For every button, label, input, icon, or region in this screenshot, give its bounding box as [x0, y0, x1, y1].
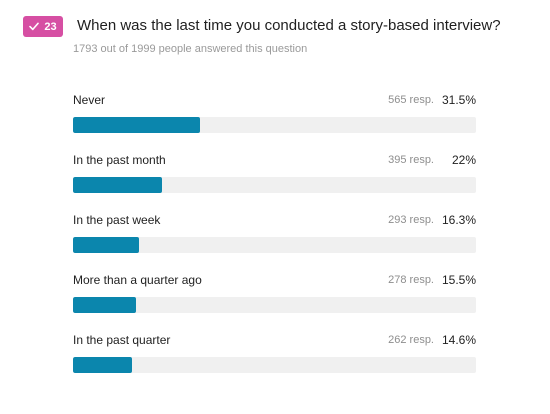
bar-fill: [73, 177, 162, 193]
response-count: 278 resp.: [388, 274, 434, 286]
checkmark-icon: [29, 22, 40, 31]
bar-fill: [73, 117, 200, 133]
question-number-badge: 23: [23, 16, 63, 37]
bar-track: [73, 357, 476, 373]
question-number: 23: [44, 20, 57, 33]
response-count: 262 resp.: [388, 334, 434, 346]
response-count: 395 resp.: [388, 154, 434, 166]
answer-label: In the past quarter: [73, 333, 171, 347]
bar-track: [73, 297, 476, 313]
answer-label: In the past week: [73, 213, 161, 227]
percent-label: 16.3%: [441, 213, 476, 227]
answer-row: Never 565 resp. 31.5%: [73, 93, 476, 153]
percent-label: 14.6%: [441, 333, 476, 347]
percent-label: 31.5%: [441, 93, 476, 107]
answer-label: More than a quarter ago: [73, 273, 202, 287]
answer-row: More than a quarter ago 278 resp. 15.5%: [73, 273, 476, 333]
answer-row: In the past week 293 resp. 16.3%: [73, 213, 476, 273]
bar-fill: [73, 237, 139, 253]
percent-label: 15.5%: [441, 273, 476, 287]
bar-track: [73, 117, 476, 133]
results-list: Never 565 resp. 31.5% In the past month 395 …: [73, 93, 476, 393]
answer-label: Never: [73, 93, 106, 107]
answer-label: In the past month: [73, 153, 166, 167]
question-title: When was the last time you conducted a s…: [77, 17, 501, 34]
answered-summary: 1793 out of 1999 people answered this qu…: [73, 43, 308, 55]
response-count: 293 resp.: [388, 214, 434, 226]
answer-row: In the past month 395 resp. 22%: [73, 153, 476, 213]
answer-row: In the past quarter 262 resp. 14.6%: [73, 333, 476, 393]
bar-fill: [73, 297, 136, 313]
percent-label: 22%: [451, 153, 476, 167]
bar-fill: [73, 357, 132, 373]
bar-track: [73, 237, 476, 253]
response-count: 565 resp.: [388, 94, 434, 106]
bar-track: [73, 177, 476, 193]
